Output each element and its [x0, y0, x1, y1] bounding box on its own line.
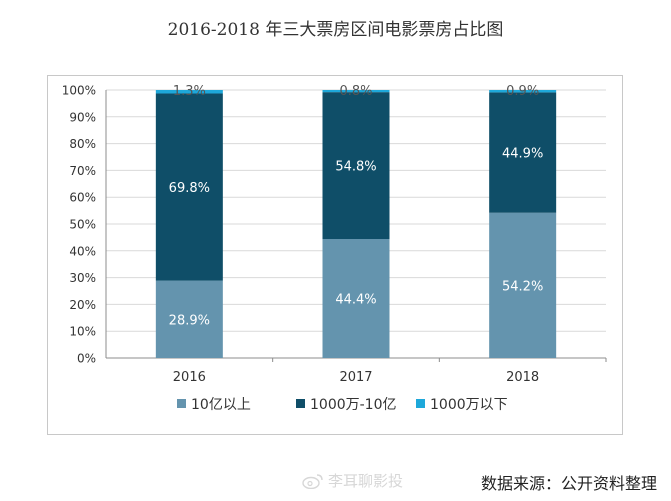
y-tick-label: 60% — [69, 191, 96, 205]
data-label: 1.3% — [173, 84, 206, 99]
legend-swatch — [177, 399, 186, 408]
data-label: 69.8% — [169, 181, 210, 196]
y-tick-label: 70% — [69, 164, 96, 178]
legend-label: 1000万-10亿 — [310, 397, 397, 413]
y-tick-label: 40% — [69, 244, 96, 258]
data-label: 44.4% — [335, 293, 376, 308]
bar-segment — [155, 280, 223, 358]
watermark: 李耳聊影投 — [302, 470, 403, 491]
legend-swatch — [416, 399, 425, 408]
legend-label: 1000万以下 — [430, 397, 508, 413]
x-tick-label: 2016 — [173, 370, 206, 385]
data-label: 54.2% — [502, 279, 543, 294]
chart-title: 2016-2018 年三大票房区间电影票房占比图 — [167, 20, 504, 40]
bar-segment — [155, 90, 223, 94]
data-label: 0.8% — [339, 84, 372, 99]
y-tick-label: 0% — [77, 352, 96, 366]
bar-segment — [322, 90, 390, 93]
legend-label: 10亿以上 — [191, 397, 251, 413]
bar-segment — [489, 212, 557, 358]
x-tick-label: 2017 — [339, 370, 372, 385]
data-source-note: 数据来源：公开资料整理 — [480, 474, 657, 493]
y-tick-label: 50% — [69, 218, 96, 232]
bar-segment — [322, 92, 390, 240]
y-tick-label: 90% — [69, 110, 96, 124]
bar-segment — [155, 93, 223, 281]
weibo-logo-icon — [302, 473, 323, 489]
data-label: 44.9% — [502, 147, 543, 162]
y-tick-label: 100% — [62, 84, 96, 98]
legend-swatch — [296, 399, 305, 408]
bar-segment — [322, 239, 390, 358]
bar-segment — [489, 92, 557, 213]
data-label: 28.9% — [169, 313, 210, 328]
data-label: 54.8% — [335, 160, 376, 175]
y-tick-label: 20% — [69, 298, 96, 312]
watermark-text: 李耳聊影投 — [328, 472, 404, 490]
data-label: 0.9% — [506, 84, 539, 99]
chart-frame — [47, 75, 623, 435]
x-tick-label: 2018 — [506, 370, 539, 385]
y-tick-label: 30% — [69, 271, 96, 285]
bar-segment — [489, 90, 557, 93]
y-tick-label: 80% — [69, 137, 96, 151]
y-tick-label: 10% — [69, 325, 96, 339]
